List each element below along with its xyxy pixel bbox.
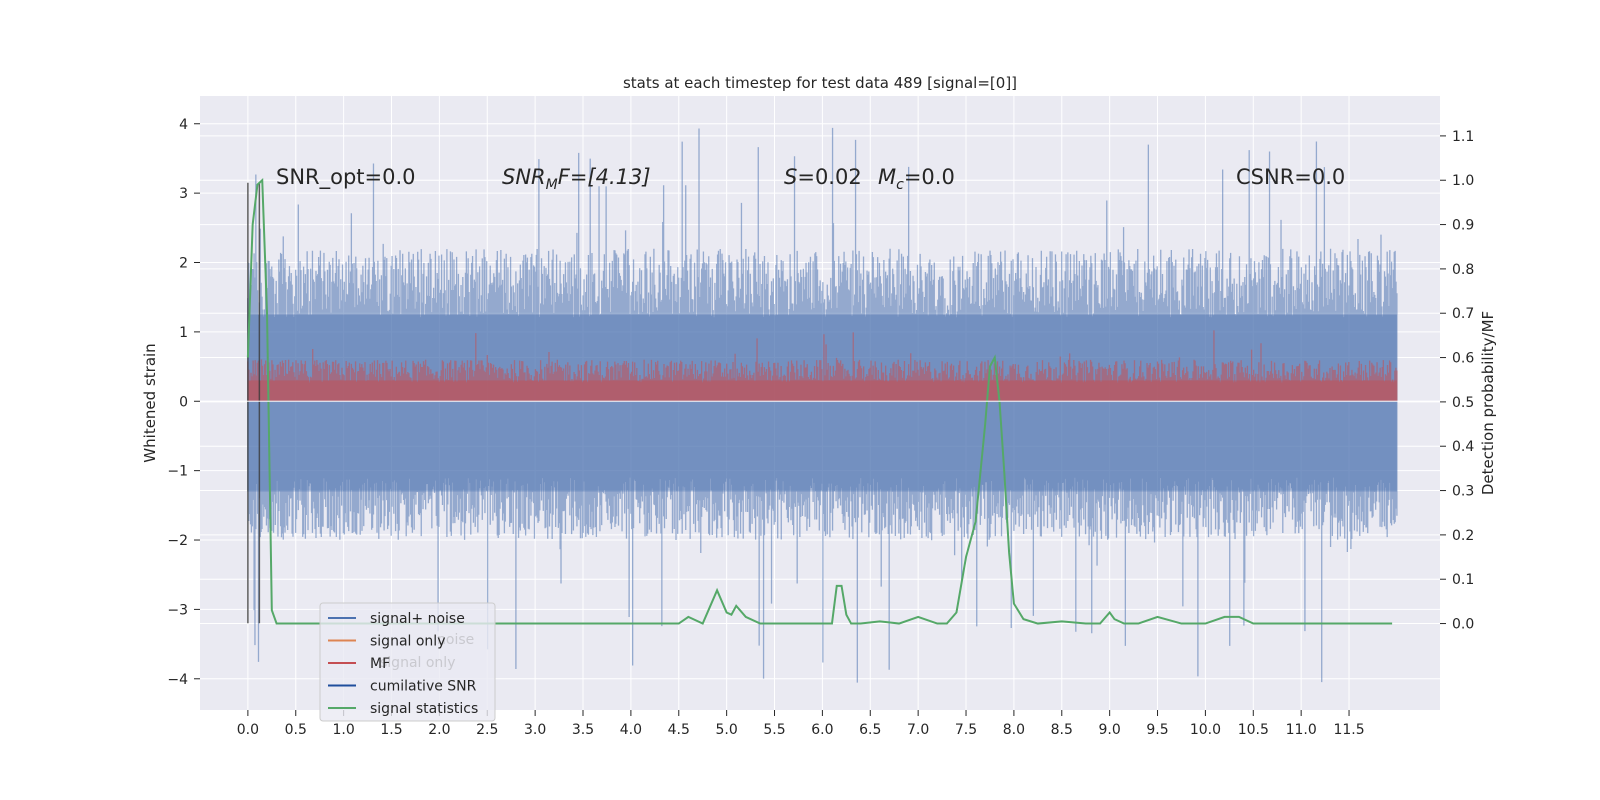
x-tick-label: 3.5	[572, 722, 594, 738]
legend-label: signal statistics	[370, 701, 478, 717]
legend-label: signal only	[370, 634, 445, 650]
mf-core	[247, 380, 1397, 402]
y-tick-label: −1	[167, 464, 188, 480]
legend-ghost-label: noise	[437, 632, 474, 648]
x-tick-label: 7.5	[955, 722, 977, 738]
y2-tick-label: 1.1	[1452, 129, 1474, 145]
y2-tick-label: 0.0	[1452, 617, 1474, 633]
y-tick-label: −2	[167, 533, 188, 549]
x-tick-label: 10.5	[1238, 722, 1269, 738]
y-axis-label: Whitened strain	[141, 343, 159, 462]
x-tick-label: 0.5	[285, 722, 307, 738]
annotation-snr-opt: SNR_opt=0.0	[276, 165, 416, 190]
signal-statistics-series	[246, 178, 1393, 625]
x-tick-label: 2.5	[476, 722, 498, 738]
y2-axis-label: Detection probability/MF	[1479, 311, 1497, 495]
x-tick-label: 11.0	[1286, 722, 1317, 738]
x-tick-label: 5.5	[763, 722, 785, 738]
x-tick-label: 8.5	[1051, 722, 1073, 738]
x-tick-label: 4.5	[668, 722, 690, 738]
y-tick-label: −4	[167, 672, 188, 688]
x-tick-label: 8.0	[1003, 722, 1025, 738]
y-tick-label: 1	[179, 325, 188, 341]
signal-noise-series	[247, 127, 1398, 683]
signal-noise-core	[247, 314, 1397, 492]
x-tick-label: 1.5	[380, 722, 402, 738]
chart-title: stats at each timestep for test data 489…	[623, 74, 1017, 92]
y-tick-label: −3	[167, 602, 188, 618]
x-tick-label: 4.0	[620, 722, 642, 738]
x-axis: 0.0 0.5 1.0 1.5 2.0 2.5 3.0 3.5 4.0 4.5 5.0 5.5 6.0 6…	[237, 710, 1365, 738]
legend-box	[319, 602, 496, 722]
annotation-snr-mf: SNRMF=[4.13]	[502, 165, 651, 193]
x-tick-label: 2.0	[428, 722, 450, 738]
x-tick-label: 0.0	[237, 722, 259, 738]
y2-tick-label: 0.9	[1452, 218, 1474, 234]
x-tick-label: 1.0	[332, 722, 354, 738]
x-tick-label: 11.5	[1333, 722, 1364, 738]
y-axis-left: 4 3 2 1 0 −1 −2 −3 −4	[167, 117, 200, 688]
legend-ghost-label: signal only	[380, 655, 455, 671]
legend-label: cumilative SNR	[370, 679, 477, 695]
signal-statistics-line	[246, 178, 1393, 625]
legend: noise signal only signal+ noise signal on…	[319, 602, 496, 722]
y2-tick-label: 1.0	[1452, 173, 1474, 189]
mf-series	[247, 330, 1398, 402]
x-tick-label: 7.0	[907, 722, 929, 738]
y2-tick-label: 0.1	[1452, 572, 1474, 588]
legend-label: signal+ noise	[370, 611, 465, 627]
x-tick-label: 3.0	[524, 722, 546, 738]
x-tick-label: 5.0	[716, 722, 738, 738]
plot-area	[200, 127, 1440, 683]
y-tick-label: 2	[179, 256, 188, 272]
y2-tick-label: 0.4	[1452, 439, 1474, 455]
y2-tick-label: 0.2	[1452, 528, 1474, 544]
annotation-s: S=0.02	[784, 165, 862, 189]
y-tick-label: 4	[179, 117, 188, 133]
annotation-csnr: CSNR=0.0	[1236, 165, 1345, 189]
y-tick-label: 0	[179, 394, 188, 410]
x-tick-label: 9.0	[1099, 722, 1121, 738]
x-tick-label: 9.5	[1146, 722, 1168, 738]
x-tick-label: 10.0	[1190, 722, 1221, 738]
y2-tick-label: 0.7	[1452, 306, 1474, 322]
annotation-mc: Mc=0.0	[878, 165, 955, 193]
cumulative-snr-series	[247, 182, 261, 624]
y2-tick-label: 0.6	[1452, 351, 1474, 367]
y-axis-right: 1.1 1.0 0.9 0.8 0.7 0.6 0.5 0.4 0.3 0.2 0.1 0.0	[1440, 129, 1474, 633]
legend-label: MF	[370, 656, 390, 672]
y2-tick-label: 0.3	[1452, 484, 1474, 500]
y2-tick-label: 0.8	[1452, 262, 1474, 278]
x-tick-label: 6.5	[859, 722, 881, 738]
y2-tick-label: 0.5	[1452, 395, 1474, 411]
y-tick-label: 3	[179, 186, 188, 202]
x-tick-label: 6.0	[811, 722, 833, 738]
